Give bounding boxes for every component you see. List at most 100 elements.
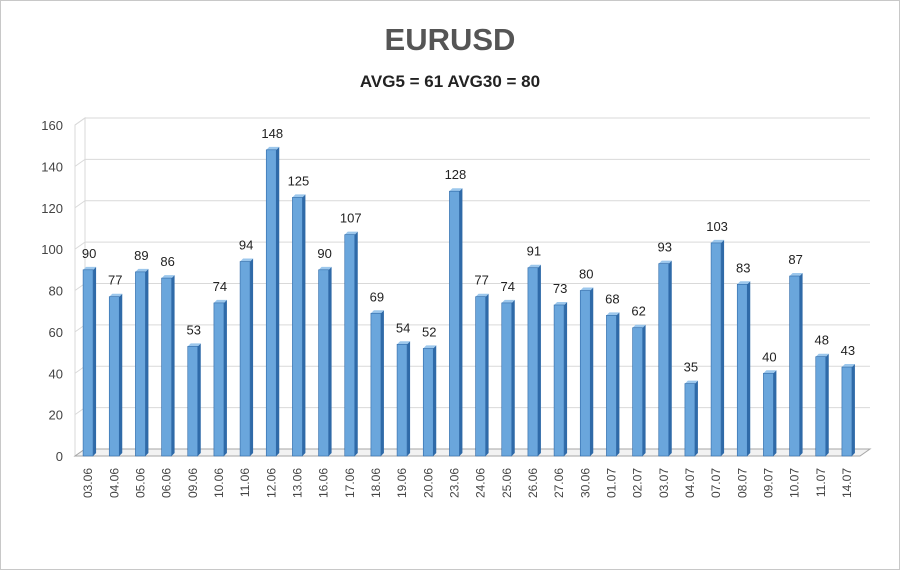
bar-top: [606, 312, 620, 316]
bar: [318, 269, 329, 457]
x-tick-label: 01.07: [604, 468, 618, 498]
bar: [475, 296, 486, 457]
gridline: [74, 241, 870, 250]
bar: [161, 277, 172, 457]
bar: [553, 304, 565, 457]
bar-side: [851, 364, 855, 456]
bar-top: [658, 260, 672, 264]
bar: [841, 366, 853, 457]
bar-side: [511, 299, 515, 456]
x-tick-label: 19.06: [395, 468, 409, 498]
data-label: 125: [288, 173, 310, 188]
gridline: [74, 117, 870, 126]
x-tick-label: 10.06: [212, 468, 226, 498]
data-label: 35: [684, 360, 698, 375]
data-label: 148: [261, 126, 283, 141]
bar-side: [773, 370, 777, 456]
x-tick-label: 25.06: [500, 468, 514, 498]
bar: [135, 271, 146, 457]
bar-top: [135, 268, 149, 272]
data-label: 52: [422, 324, 436, 339]
y-tick-label: 60: [49, 325, 63, 340]
bar: [579, 290, 591, 457]
gridline: [74, 158, 870, 167]
bar: [370, 312, 382, 457]
bar-side: [642, 324, 646, 456]
bar: [422, 348, 434, 457]
chart-subtitle: AVG5 = 61 AVG30 = 80: [359, 72, 541, 91]
data-label: 53: [187, 322, 201, 337]
x-tick-label: 17.06: [343, 468, 357, 498]
bar-top: [527, 264, 541, 268]
x-tick-label: 09.06: [186, 468, 200, 498]
x-tick-label: 09.07: [761, 468, 775, 498]
data-label: 83: [736, 260, 750, 275]
y-tick-label: 120: [41, 201, 63, 216]
bar-side: [380, 310, 384, 456]
bar-top: [711, 239, 725, 243]
bar: [82, 269, 94, 457]
x-tick-label: 02.07: [631, 468, 645, 498]
bar-top: [266, 146, 280, 150]
x-tick-label: 14.07: [840, 468, 854, 498]
x-tick-label: 24.06: [474, 468, 488, 498]
y-tick-label: 20: [49, 408, 63, 423]
data-label: 91: [527, 244, 541, 259]
data-label: 74: [213, 279, 227, 294]
bar-top: [554, 301, 568, 305]
bar: [789, 275, 800, 457]
bar: [815, 356, 827, 457]
data-label: 86: [160, 254, 174, 269]
bar-side: [328, 266, 332, 456]
data-label: 93: [658, 240, 672, 255]
bar-side: [747, 281, 751, 456]
x-tick-label: 18.06: [369, 468, 383, 498]
bar-side: [171, 275, 175, 456]
gridline: [74, 200, 870, 209]
x-tick-label: 30.06: [578, 468, 592, 498]
bar-side: [250, 258, 254, 456]
x-tick-label: 03.06: [81, 468, 95, 498]
bar-side: [537, 264, 541, 456]
x-tick-label: 26.06: [526, 468, 540, 498]
bar: [396, 343, 408, 457]
bar-side: [354, 231, 358, 456]
data-label: 103: [706, 219, 728, 234]
data-label: 54: [396, 320, 410, 335]
bar-top: [475, 293, 489, 297]
bar-side: [197, 343, 201, 456]
x-tick-label: 07.07: [709, 468, 723, 498]
data-label: 89: [134, 248, 148, 263]
bar-top: [292, 194, 306, 198]
x-tick-label: 10.07: [788, 468, 802, 498]
bar: [449, 190, 460, 457]
bar-top: [815, 353, 829, 357]
bar-side: [668, 260, 672, 456]
x-tick-label: 05.06: [133, 468, 147, 498]
bar-side: [694, 380, 698, 456]
bar-top: [580, 287, 594, 291]
data-label: 77: [108, 273, 122, 288]
bar: [213, 302, 225, 457]
bar-side: [799, 273, 803, 456]
data-label: 48: [815, 333, 829, 348]
bar-side: [590, 287, 594, 456]
y-tick-label: 40: [49, 366, 63, 381]
bar-side: [564, 301, 568, 456]
x-tick-label: 11.06: [238, 468, 252, 497]
data-label: 43: [841, 343, 855, 358]
data-label: 90: [317, 246, 331, 261]
bar-top: [841, 364, 855, 368]
bar-side: [145, 268, 149, 456]
bar-side: [407, 341, 411, 456]
bar: [501, 302, 513, 457]
data-label: 107: [340, 211, 362, 226]
bar-side: [433, 345, 437, 456]
x-tick-label: 04.06: [107, 468, 121, 498]
y-tick-label: 80: [49, 284, 63, 299]
bar: [763, 372, 774, 457]
bar-side: [825, 353, 829, 456]
bar-top: [449, 188, 463, 192]
bar: [527, 267, 539, 457]
